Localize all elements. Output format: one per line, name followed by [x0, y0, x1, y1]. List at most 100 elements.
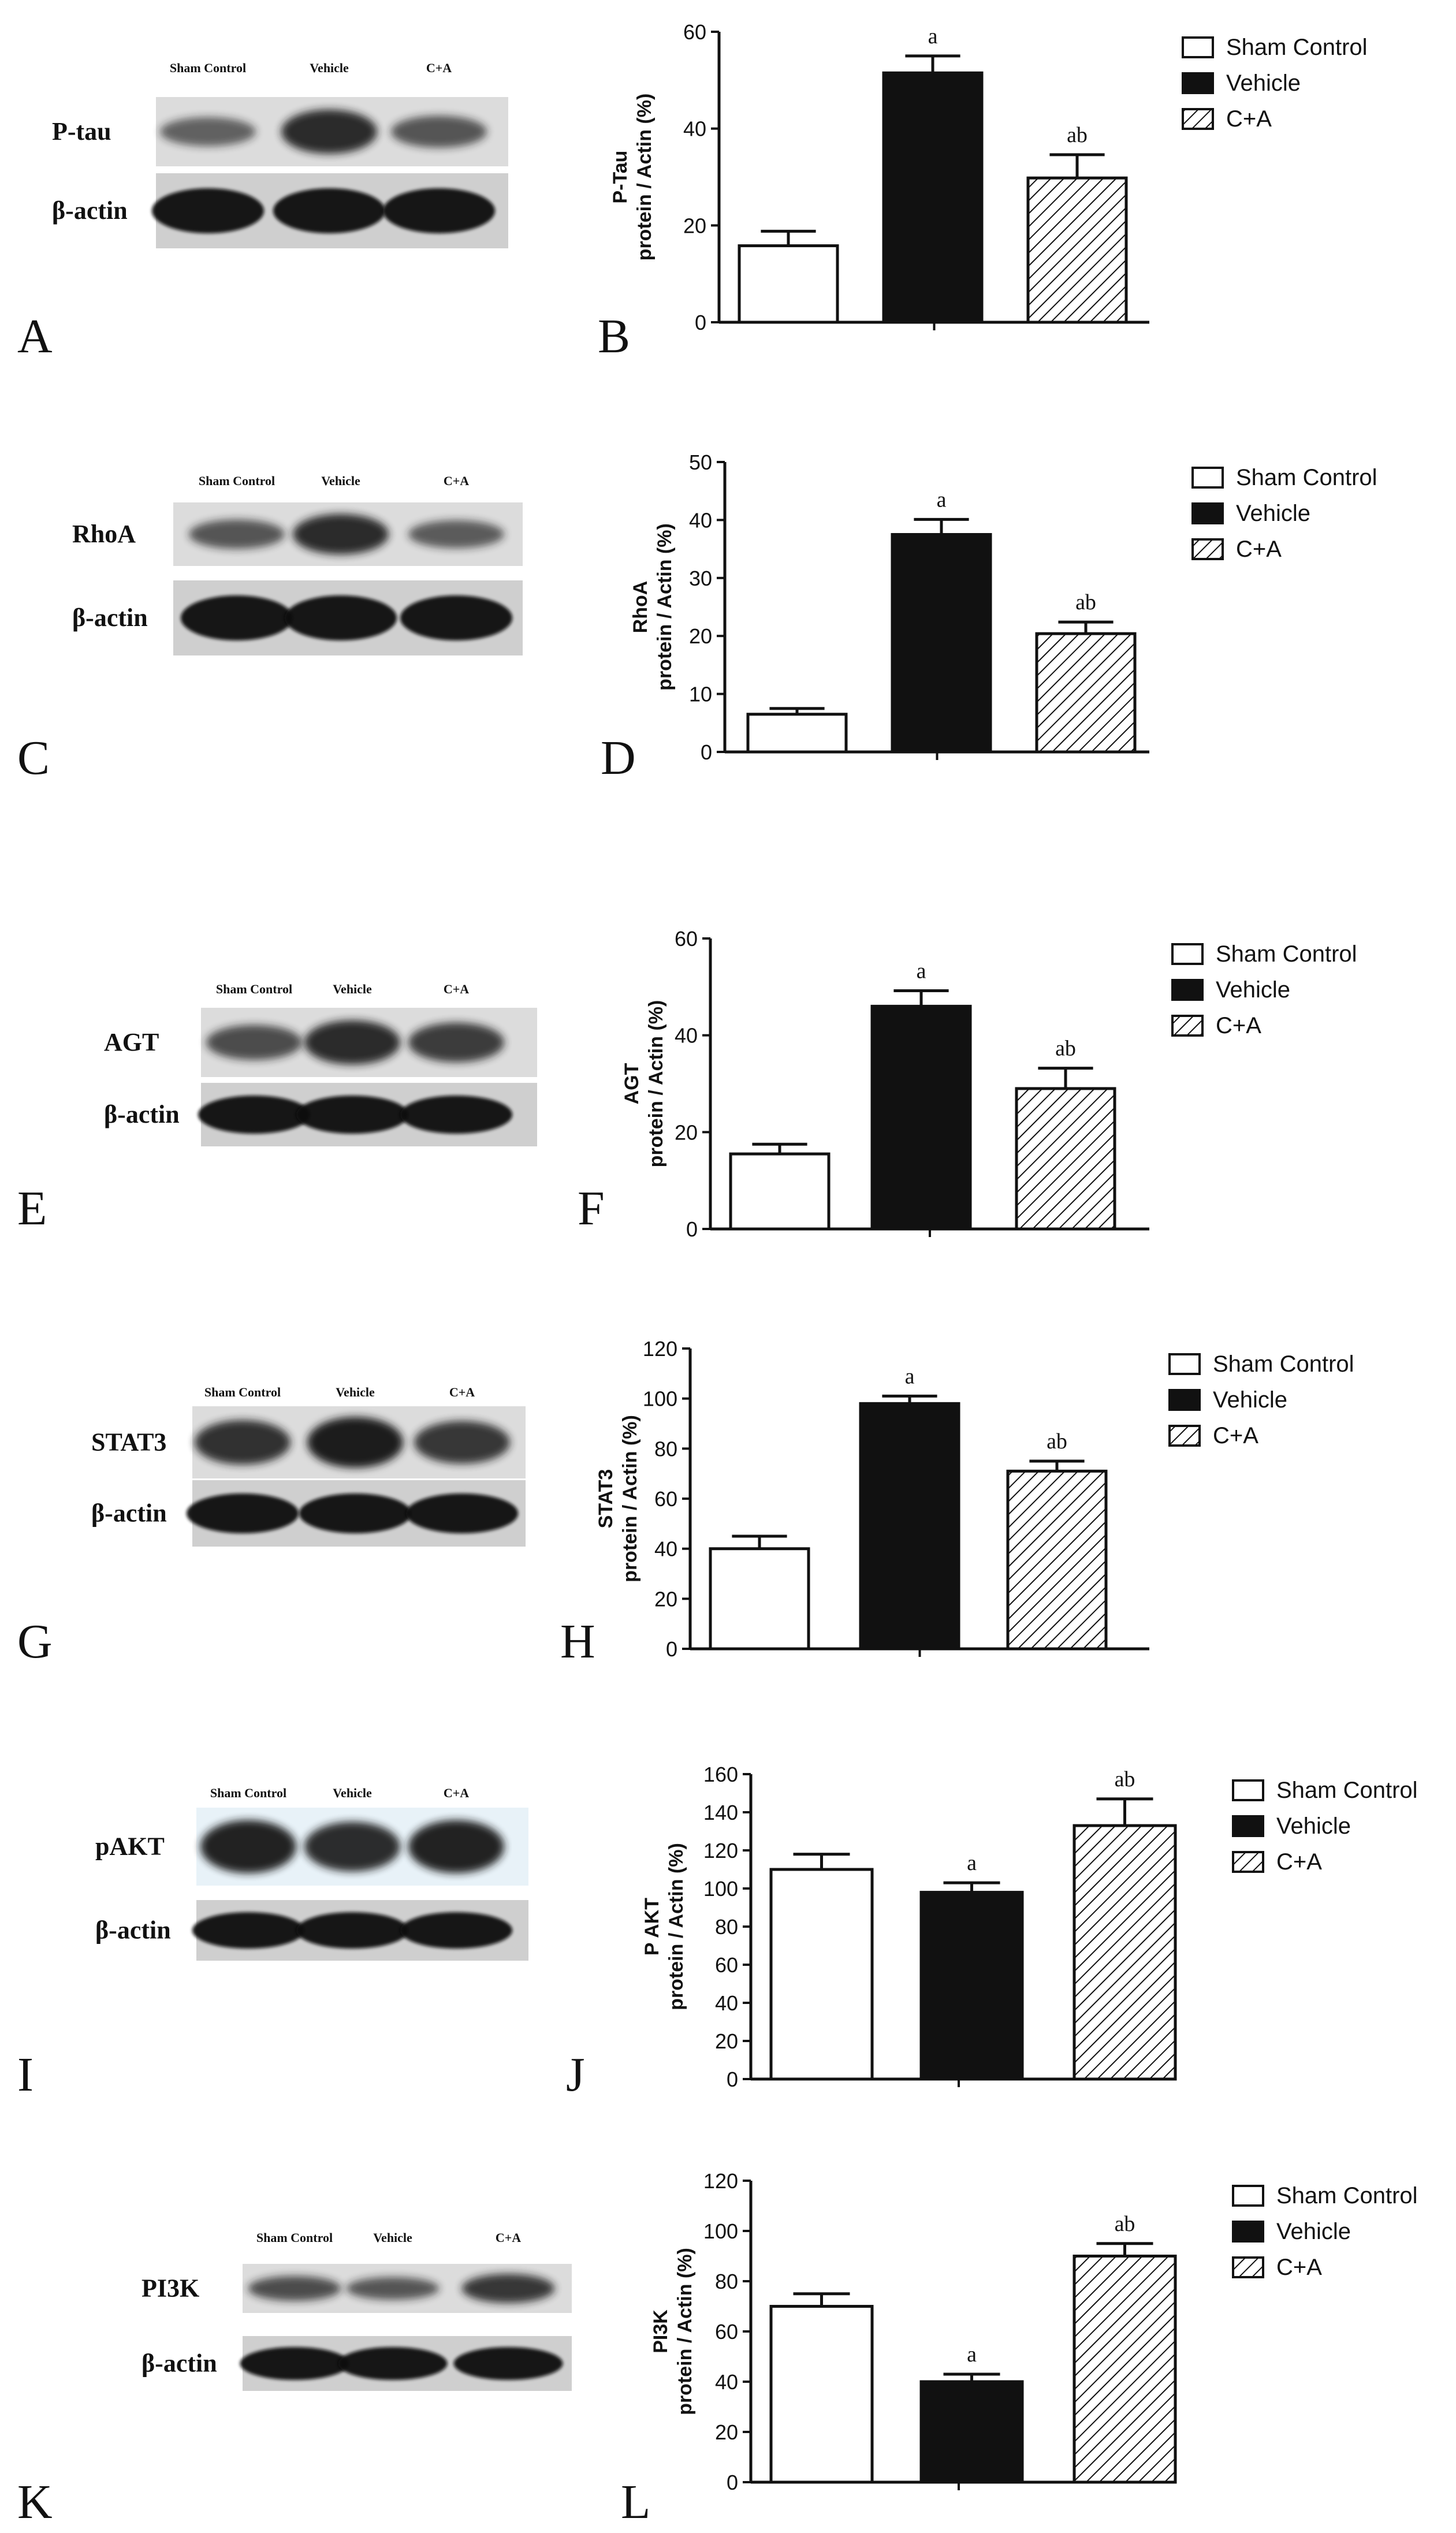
y-tick-label: 160 [703, 1763, 738, 1786]
target-band [248, 2275, 341, 2301]
y-tick-label: 20 [654, 1587, 677, 1611]
legend-swatch [1182, 108, 1214, 130]
western-blot-stat3: Sham Control Vehicle C+A STAT3 β-actin G [17, 1385, 526, 1668]
legend-label: Sham Control [1216, 941, 1357, 967]
y-tick-label: 60 [715, 2320, 738, 2344]
y-axis-label-line1: STAT3 [595, 1469, 617, 1529]
y-tick-label: 30 [689, 567, 712, 590]
panel-letter: E [17, 1182, 47, 1235]
y-tick-label: 20 [715, 2029, 738, 2053]
actin-band [187, 1493, 299, 1533]
y-axis-label-line1: PI3K [650, 2310, 672, 2353]
y-tick-label: 60 [654, 1487, 677, 1511]
target-band [206, 1025, 302, 1060]
y-tick-label: 60 [715, 1953, 738, 1977]
y-tick-label: 0 [666, 1637, 677, 1661]
y-tick-label: 100 [643, 1387, 677, 1411]
bar-chart: 0 20 40 60 P-Tau protein / Actin (%) a ab Sham C… [598, 20, 1368, 363]
bar-2 [1026, 176, 1128, 324]
bar-2 [1015, 1087, 1116, 1231]
actin-band [240, 2347, 349, 2380]
legend-swatch [1168, 1425, 1201, 1447]
y-axis-label-line1: P-Tau [609, 151, 631, 204]
target-band [346, 2277, 440, 2300]
actin-band [198, 1096, 310, 1134]
y-tick-label: 100 [703, 1877, 738, 1901]
bar-2 [1073, 1824, 1177, 2081]
actin-band [406, 1493, 518, 1533]
legend-label: C+A [1213, 1423, 1258, 1448]
blot-lane-label: Sham Control [216, 982, 292, 996]
target-band [195, 1420, 291, 1465]
blot-lane-label: C+A [444, 982, 469, 996]
blot-lane-label: Sham Control [210, 1786, 286, 1800]
target-band [408, 1022, 504, 1063]
blot-lane-label: Vehicle [333, 1786, 372, 1800]
y-tick-label: 60 [683, 20, 706, 44]
blot-actin-label: β-actin [72, 604, 148, 632]
y-tick-label: 100 [703, 2219, 738, 2243]
actin-band [400, 1912, 512, 1949]
significance-label: a [967, 2342, 977, 2367]
chart-legend: Sham Control Vehicle C+A [1171, 941, 1357, 1038]
bar-2 [1035, 632, 1137, 754]
legend-swatch [1171, 979, 1204, 1001]
legend-swatch [1232, 1815, 1264, 1837]
y-tick-label: 40 [715, 1991, 738, 2015]
blot-target-label: RhoA [72, 520, 136, 548]
western-blot-p-tau: Sham Control Vehicle C+A P-tau β-actin A [17, 61, 508, 363]
significance-label: a [905, 1364, 915, 1388]
bar-0 [746, 713, 848, 754]
legend-swatch [1168, 1389, 1201, 1411]
bar-1 [882, 71, 984, 324]
bar-2 [1006, 1469, 1108, 1651]
target-band [160, 117, 256, 147]
y-axis-label-line2: protein / Actin (%) [674, 2248, 696, 2415]
bar-chart: 0 20 40 60 80 100 120 PI3K protein / Actin (%) a a… [621, 2169, 1418, 2529]
legend-label: Vehicle [1236, 501, 1310, 526]
y-tick-label: 140 [703, 1801, 738, 1824]
western-blot-pakt: Sham Control Vehicle C+A pAKT β-actin I [17, 1786, 528, 2102]
actin-band [152, 188, 264, 233]
target-band [408, 1820, 504, 1873]
bar-chart: 0 20 40 60 80 100 120 140 160 P AKT protein / Acti… [566, 1763, 1418, 2102]
y-tick-label: 120 [643, 1337, 677, 1361]
panel-letter: I [17, 2048, 33, 2102]
legend-label: Vehicle [1276, 2219, 1351, 2244]
western-blot-pi3k: Sham Control Vehicle C+A PI3K β-actin K [17, 2230, 572, 2529]
bar-chart: 0 10 20 30 40 50 RhoA protein / Actin (%) a ab Sha… [601, 450, 1377, 785]
y-tick-label: 20 [689, 624, 712, 648]
legend-label: Sham Control [1213, 1351, 1354, 1377]
chart-legend: Sham Control Vehicle C+A [1232, 1778, 1418, 1875]
blot-actin-label: β-actin [104, 1100, 180, 1128]
blot-lane-label: Sham Control [199, 474, 275, 488]
significance-label: ab [1067, 123, 1088, 147]
y-axis-label-line1: RhoA [630, 581, 651, 634]
legend-swatch [1168, 1353, 1201, 1375]
significance-label: ab [1055, 1037, 1076, 1061]
actin-band [192, 1912, 304, 1949]
bar-1 [891, 533, 992, 754]
significance-label: ab [1115, 1767, 1135, 1791]
target-band [200, 1820, 296, 1873]
y-tick-label: 120 [703, 1839, 738, 1862]
significance-label: ab [1075, 590, 1096, 614]
legend-label: Vehicle [1226, 70, 1301, 96]
blot-lane-label: Sham Control [204, 1385, 281, 1399]
blot-actin-label: β-actin [141, 2349, 217, 2378]
y-tick-label: 40 [715, 2370, 738, 2394]
y-axis-label-line2: protein / Actin (%) [654, 523, 676, 691]
blot-lane-label: C+A [426, 61, 452, 75]
western-blot-rhoa: Sham Control Vehicle C+A RhoA β-actin C [17, 474, 523, 785]
panel-letter: K [17, 2475, 53, 2529]
bar-0 [738, 244, 839, 324]
blot-actin-label: β-actin [91, 1499, 167, 1528]
bar-0 [769, 2305, 874, 2484]
blot-lane-label: Sham Control [170, 61, 246, 75]
legend-label: C+A [1216, 1013, 1261, 1038]
panel-letter: J [566, 2048, 585, 2102]
bar-1 [919, 2380, 1024, 2484]
bar-chart: 0 20 40 60 AGT protein / Actin (%) a ab Sham Con… [578, 927, 1357, 1241]
y-tick-label: 0 [727, 2471, 738, 2494]
blot-target-label: AGT [104, 1028, 159, 1056]
